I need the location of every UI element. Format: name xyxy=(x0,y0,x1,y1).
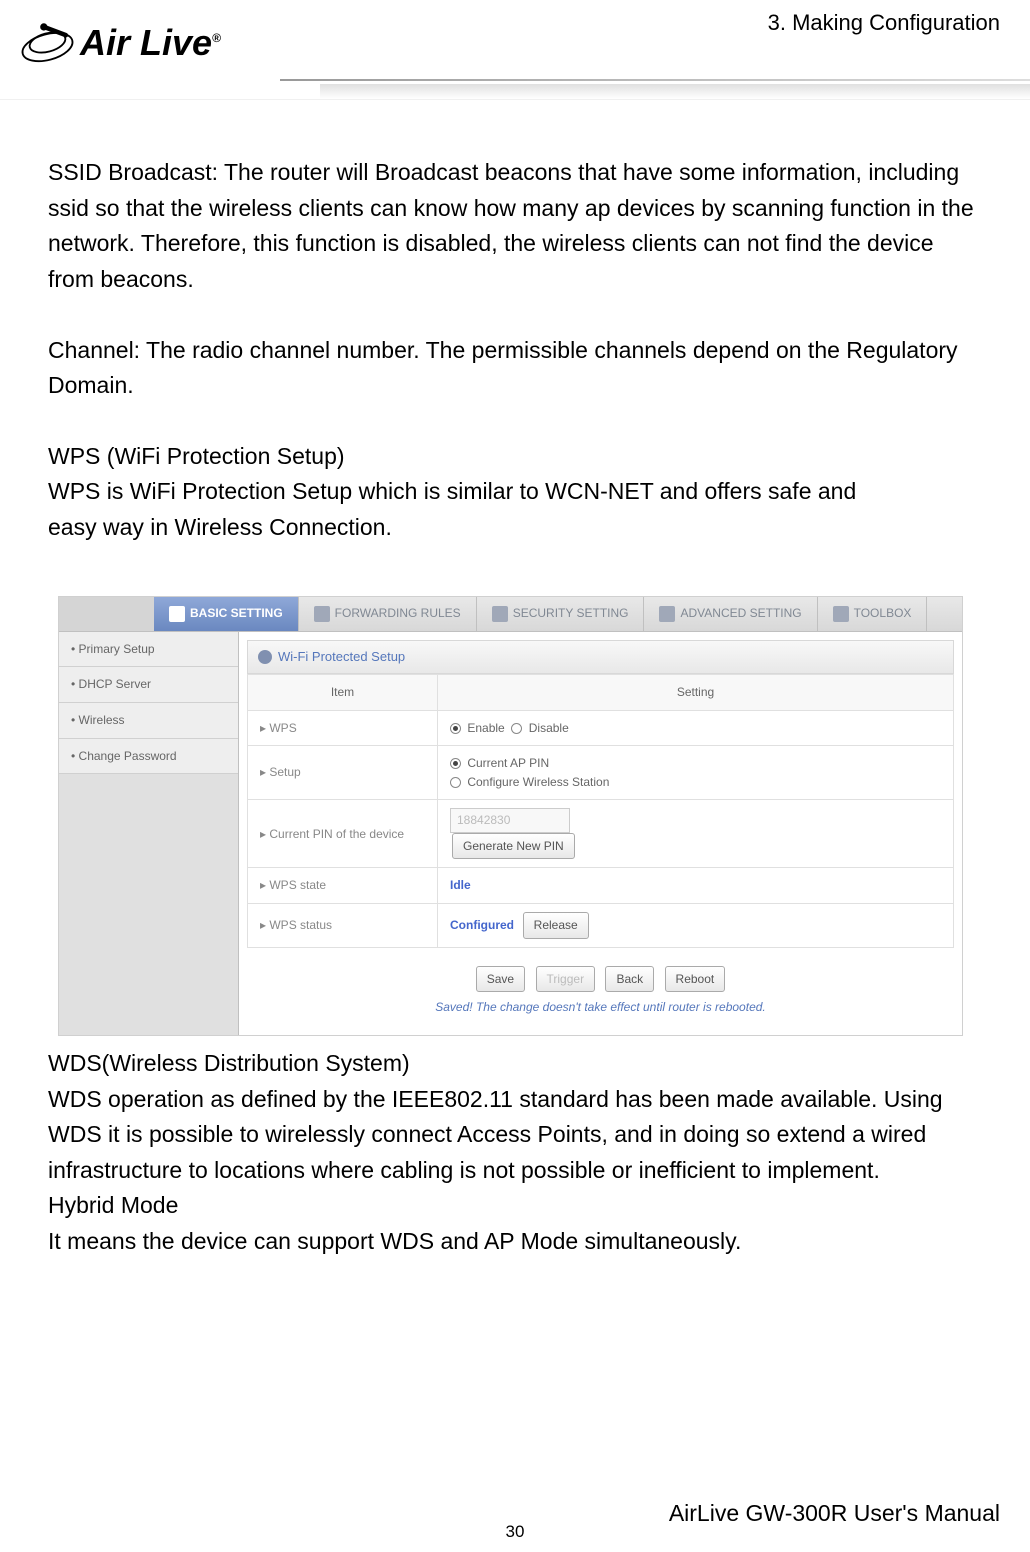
table-header-row: Item Setting xyxy=(248,674,954,710)
row-label-setup: ▸ Setup xyxy=(248,746,438,800)
radio-configure-wireless[interactable] xyxy=(450,777,461,788)
paragraph-ssid: SSID Broadcast: The router will Broadcas… xyxy=(48,155,982,298)
th-item: Item xyxy=(248,674,438,710)
toolbox-icon xyxy=(833,606,849,622)
panel-header: Wi-Fi Protected Setup xyxy=(247,640,954,674)
row-value-wps: Enable Disable xyxy=(438,710,954,746)
table-row: ▸ WPS Enable Disable xyxy=(248,710,954,746)
row-value-setup: Current AP PIN Configure Wireless Statio… xyxy=(438,746,954,800)
paragraph-hybrid-body: It means the device can support WDS and … xyxy=(48,1224,982,1260)
row-value-status: Configured Release xyxy=(438,904,954,948)
logo: Air Live® xyxy=(20,15,221,70)
wps-status-value: Configured xyxy=(450,918,514,932)
security-icon xyxy=(492,606,508,622)
paragraph-wds-title: WDS(Wireless Distribution System) xyxy=(48,1046,982,1082)
generate-pin-button[interactable]: Generate New PIN xyxy=(452,833,575,860)
tab-label: SECURITY SETTING xyxy=(513,604,629,623)
row-label-status: ▸ WPS status xyxy=(248,904,438,948)
table-row: ▸ WPS state Idle xyxy=(248,868,954,904)
wifi-icon xyxy=(258,650,272,664)
settings-table: Item Setting ▸ WPS Enable Disable ▸ Setu… xyxy=(247,674,954,948)
wps-state-value: Idle xyxy=(450,878,471,892)
paragraph-wps-title: WPS (WiFi Protection Setup) xyxy=(48,439,982,475)
screenshot-body: • Primary Setup • DHCP Server • Wireless… xyxy=(59,632,962,1035)
paragraph-wps-1: WPS is WiFi Protection Setup which is si… xyxy=(48,474,982,510)
basic-icon xyxy=(169,606,185,622)
tab-label: FORWARDING RULES xyxy=(335,604,461,623)
main-panel: Wi-Fi Protected Setup Item Setting ▸ WPS… xyxy=(239,632,962,1035)
tab-label: TOOLBOX xyxy=(854,604,912,623)
screenshot-container: BASIC SETTING FORWARDING RULES SECURITY … xyxy=(58,596,972,1036)
radio-wps-disable[interactable] xyxy=(511,723,522,734)
row-value-state: Idle xyxy=(438,868,954,904)
router-ui-screenshot: BASIC SETTING FORWARDING RULES SECURITY … xyxy=(58,596,963,1036)
paragraph-wps-2: easy way in Wireless Connection. xyxy=(48,510,982,546)
table-row: ▸ WPS status Configured Release xyxy=(248,904,954,948)
back-button[interactable]: Back xyxy=(605,966,654,993)
page-header: 3. Making Configuration Air Live® xyxy=(0,0,1030,100)
row-label-pin: ▸ Current PIN of the device xyxy=(248,800,438,868)
tab-forwarding-rules[interactable]: FORWARDING RULES xyxy=(299,597,477,631)
sidebar-item-wireless[interactable]: • Wireless xyxy=(59,703,238,739)
logo-swoosh-icon xyxy=(20,15,75,70)
paragraph-wds-body: WDS operation as defined by the IEEE802.… xyxy=(48,1082,982,1189)
th-setting: Setting xyxy=(438,674,954,710)
radio-wps-enable[interactable] xyxy=(450,723,461,734)
tab-label: ADVANCED SETTING xyxy=(680,604,801,623)
row-label-wps: ▸ WPS xyxy=(248,710,438,746)
table-row: ▸ Setup Current AP PIN Configure Wireles… xyxy=(248,746,954,800)
panel-title: Wi-Fi Protected Setup xyxy=(278,647,405,667)
tab-toolbox[interactable]: TOOLBOX xyxy=(818,597,928,631)
tab-label: BASIC SETTING xyxy=(190,604,283,623)
paragraph-channel: Channel: The radio channel number. The p… xyxy=(48,333,982,404)
sidebar-item-change-password[interactable]: • Change Password xyxy=(59,739,238,775)
sidebar: • Primary Setup • DHCP Server • Wireless… xyxy=(59,632,239,1035)
table-row: ▸ Current PIN of the device 18842830 Gen… xyxy=(248,800,954,868)
body-content: SSID Broadcast: The router will Broadcas… xyxy=(0,100,1030,1260)
paragraph-hybrid-title: Hybrid Mode xyxy=(48,1188,982,1224)
trigger-button[interactable]: Trigger xyxy=(536,966,596,993)
registered-icon: ® xyxy=(212,31,221,45)
save-button[interactable]: Save xyxy=(476,966,525,993)
radio-current-ap-pin[interactable] xyxy=(450,758,461,769)
header-divider xyxy=(280,79,1030,81)
save-message: Saved! The change doesn't take effect un… xyxy=(247,998,954,1027)
nav-spacer xyxy=(59,597,154,631)
reboot-button[interactable]: Reboot xyxy=(665,966,726,993)
manual-name: AirLive GW-300R User's Manual xyxy=(669,1500,1000,1527)
release-button[interactable]: Release xyxy=(523,912,589,939)
header-shadow xyxy=(320,84,1030,99)
advanced-icon xyxy=(659,606,675,622)
row-value-pin: 18842830 Generate New PIN xyxy=(438,800,954,868)
tab-advanced-setting[interactable]: ADVANCED SETTING xyxy=(644,597,817,631)
logo-text: Air Live® xyxy=(80,22,221,64)
tab-basic-setting[interactable]: BASIC SETTING xyxy=(154,597,299,631)
sidebar-item-primary-setup[interactable]: • Primary Setup xyxy=(59,632,238,668)
sidebar-item-dhcp-server[interactable]: • DHCP Server xyxy=(59,667,238,703)
chapter-title: 3. Making Configuration xyxy=(768,10,1000,36)
page-number: 30 xyxy=(506,1522,525,1542)
tab-security-setting[interactable]: SECURITY SETTING xyxy=(477,597,645,631)
pin-input[interactable]: 18842830 xyxy=(450,808,570,833)
top-nav: BASIC SETTING FORWARDING RULES SECURITY … xyxy=(59,597,962,632)
row-label-state: ▸ WPS state xyxy=(248,868,438,904)
forwarding-icon xyxy=(314,606,330,622)
button-row: Save Trigger Back Reboot xyxy=(247,948,954,999)
